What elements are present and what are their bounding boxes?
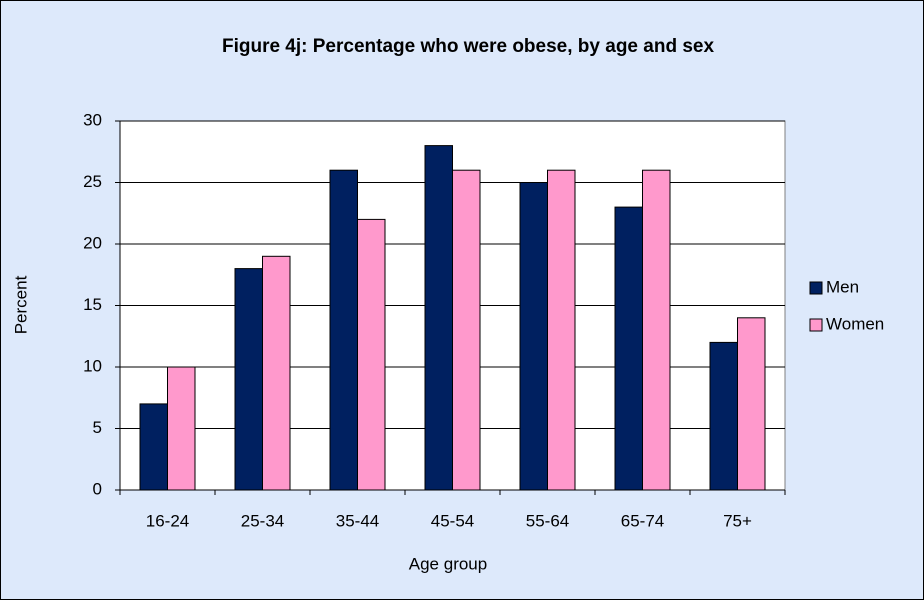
bar: [547, 169, 576, 491]
bar: [357, 218, 386, 491]
y-tick-label: 10: [83, 356, 102, 375]
chart-title: Figure 4j: Percentage who were obese, by…: [222, 36, 714, 57]
bar: [329, 169, 358, 491]
y-tick-label: 30: [83, 110, 102, 129]
x-tick-label: 65-74: [621, 511, 664, 530]
y-tick-label: 0: [93, 479, 102, 498]
y-tick-label: 25: [83, 172, 102, 191]
legend-swatch: [809, 318, 823, 332]
x-tick-label: 16-24: [146, 511, 189, 530]
y-tick-label: 15: [83, 295, 102, 314]
bar: [642, 169, 671, 491]
legend-swatch: [809, 281, 823, 295]
bar: [452, 169, 481, 491]
legend-label: Women: [826, 314, 884, 333]
bar: [167, 366, 196, 491]
x-tick-label: 35-44: [336, 511, 379, 530]
x-tick-label: 55-64: [526, 511, 569, 530]
y-axis-label: Percent: [11, 275, 30, 334]
x-axis-label: Age group: [409, 554, 487, 573]
bar: [737, 317, 766, 491]
x-tick-label: 75+: [723, 511, 752, 530]
bar: [519, 182, 548, 491]
bar: [424, 145, 453, 491]
x-tick-label: 45-54: [431, 511, 474, 530]
legend-label: Men: [826, 277, 859, 296]
bar: [709, 341, 738, 491]
bar: [234, 268, 263, 491]
bar: [139, 403, 168, 491]
bar: [262, 255, 291, 491]
y-tick-label: 5: [93, 418, 102, 437]
y-tick-label: 20: [83, 233, 102, 252]
bar: [614, 206, 643, 491]
x-tick-label: 25-34: [241, 511, 284, 530]
